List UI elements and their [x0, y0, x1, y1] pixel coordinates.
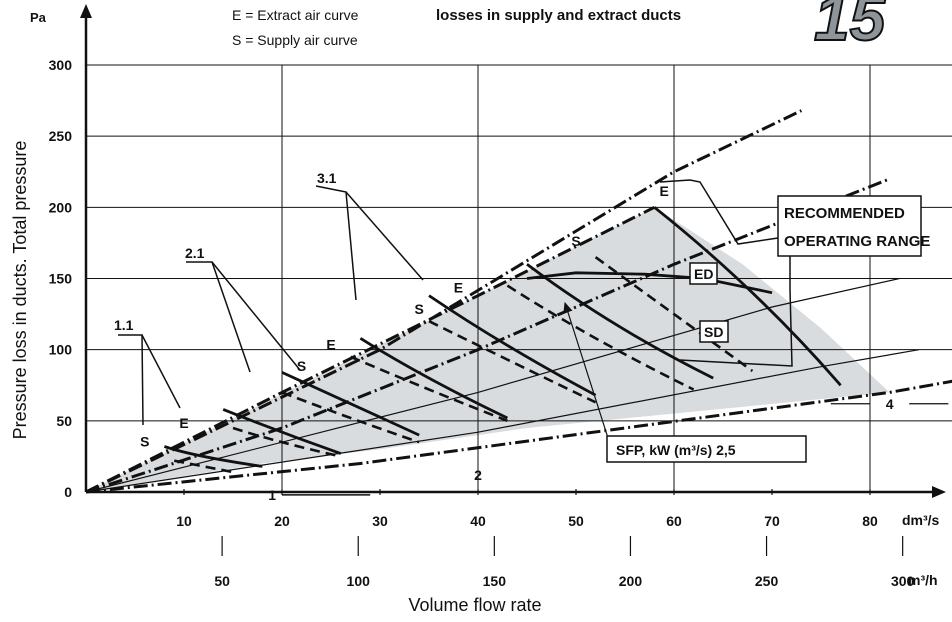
group-label-3-1: 3.1 — [317, 170, 337, 186]
sfp-label: SFP, kW (m³/s) 2,5 — [616, 442, 736, 458]
line-number-1: 1 — [268, 487, 276, 503]
curve-label-s: S — [415, 301, 424, 317]
x2-unit-label: m³/h — [908, 572, 938, 588]
curve-label-e: E — [179, 415, 188, 431]
series-e4 — [359, 337, 509, 420]
series-e3 — [281, 371, 420, 437]
series-s2 — [232, 426, 342, 458]
series-e7 — [653, 206, 842, 387]
y-tick-label: 300 — [49, 57, 73, 73]
series-e6 — [526, 263, 714, 380]
series-s5 — [428, 320, 597, 404]
grid — [86, 64, 952, 492]
line-number-4: 4 — [886, 396, 894, 412]
curve-label-e: E — [326, 337, 335, 353]
series-2 — [85, 177, 891, 494]
y-unit-label: Pa — [30, 10, 47, 25]
x2-tick-label: 100 — [347, 573, 371, 589]
line-number-2: 2 — [474, 467, 482, 483]
x-axis-title: Volume flow rate — [408, 595, 541, 615]
sd-label: SD — [704, 324, 723, 340]
sfp-box — [606, 435, 807, 463]
tick-layer: 1020304050607080901001105010015020025030… — [49, 57, 915, 589]
y-tick-label: 50 — [56, 413, 72, 429]
series-s3 — [281, 391, 420, 444]
y-tick-label: 100 — [49, 342, 73, 358]
x2-tick-label: 150 — [483, 573, 507, 589]
series-sd — [85, 349, 920, 493]
x-axis-arrow-icon — [932, 486, 946, 498]
series-s1 — [173, 459, 234, 474]
x-tick-label: 20 — [274, 513, 290, 529]
series-3 — [85, 205, 656, 494]
y-axis-arrow-icon — [80, 4, 92, 18]
series-e5 — [428, 294, 597, 397]
series-e1 — [163, 445, 263, 468]
curve-label-s: S — [297, 358, 306, 374]
recommended-line-2: OPERATING RANGE — [784, 233, 930, 250]
series-layer — [85, 109, 952, 494]
legend-supply: S = Supply air curve — [232, 32, 358, 48]
curve-label-s: S — [571, 233, 580, 249]
ed-box — [689, 262, 718, 285]
x-tick-label: 30 — [372, 513, 388, 529]
sd-box — [699, 320, 729, 343]
group-leaders — [118, 185, 424, 426]
series-s6 — [506, 284, 695, 391]
x2-tick-label: 50 — [214, 573, 230, 589]
series-4 — [85, 109, 803, 494]
y-tick-label: 0 — [64, 484, 72, 500]
series-e2 — [222, 408, 342, 455]
x-tick-label: 80 — [862, 513, 878, 529]
curve-label-s: S — [140, 433, 149, 449]
x2-tick-label: 250 — [755, 573, 779, 589]
group-label-2-1: 2.1 — [185, 245, 205, 261]
ed-label: ED — [694, 266, 713, 282]
x-tick-label: 60 — [666, 513, 682, 529]
x-tick-label: 10 — [176, 513, 192, 529]
series-sfp — [526, 271, 773, 295]
curve-label-e: E — [660, 183, 669, 199]
x-tick-label: 40 — [470, 513, 486, 529]
x-unit-label: dm³/s — [902, 512, 940, 528]
group-label-1-1: 1.1 — [114, 317, 134, 333]
recommended-box — [777, 195, 922, 257]
x2-tick-label: 300 — [891, 573, 915, 589]
caption-fragment: losses in supply and extract ducts — [436, 7, 681, 24]
recommended-line-1: RECOMMENDED — [784, 205, 905, 222]
series-1 — [85, 379, 952, 494]
series-s4 — [350, 355, 508, 423]
y-tick-label: 250 — [49, 128, 73, 144]
y-tick-label: 150 — [49, 271, 73, 287]
x-tick-label: 70 — [764, 513, 780, 529]
logo-mark: 15 — [814, 0, 887, 54]
sfp-arrow — [563, 301, 609, 439]
curve-label-e: E — [454, 280, 463, 296]
series-s7 — [594, 256, 754, 373]
y-tick-label: 200 — [49, 199, 73, 215]
legend-extract: E = Extract air curve — [232, 7, 359, 23]
x-tick-label: 50 — [568, 513, 584, 529]
y-axis-title: Pressure loss in ducts. Total pressure — [10, 141, 30, 440]
x2-tick-label: 200 — [619, 573, 643, 589]
